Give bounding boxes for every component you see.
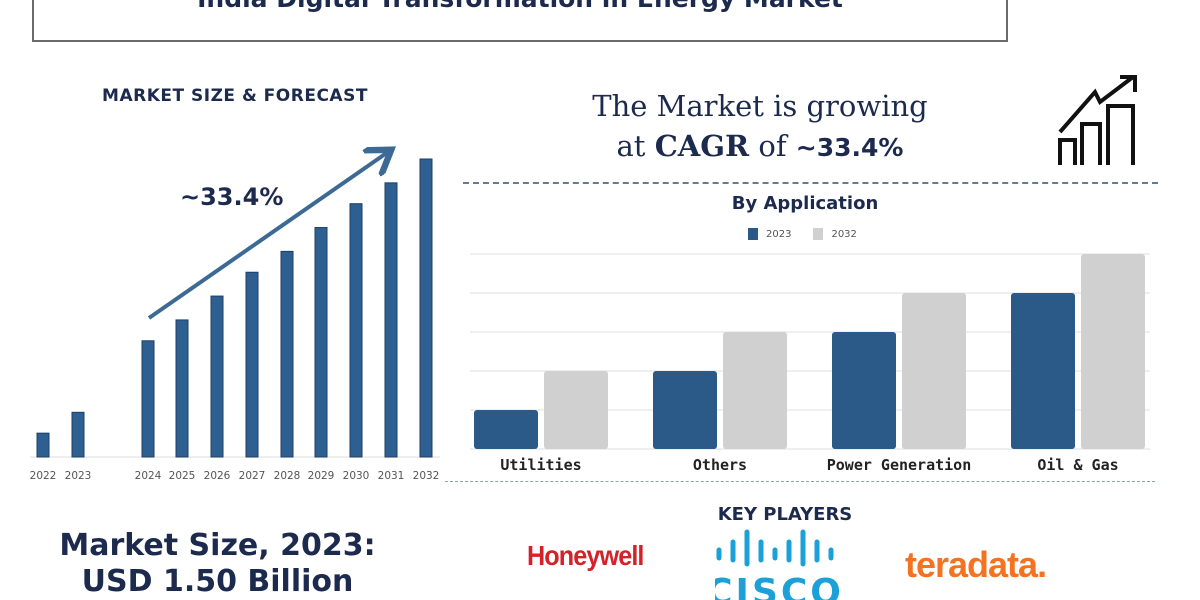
svg-text:CISCO: CISCO xyxy=(715,572,844,600)
category-label: Oil & Gas xyxy=(1037,456,1119,474)
bar-others-2023 xyxy=(653,371,717,449)
page-title: India Digital Transformation in Energy M… xyxy=(34,0,1006,11)
legend-swatch-2032 xyxy=(813,228,824,240)
cisco-logo: CISCO xyxy=(715,529,844,600)
year-label: 2029 xyxy=(307,470,335,482)
cagr-annotation: ~33.4% xyxy=(180,183,284,211)
year-label: 2022 xyxy=(29,470,57,482)
year-label: 2028 xyxy=(273,470,301,482)
teradata-logo: teradata. xyxy=(905,544,1047,585)
honeywell-logo: Honeywell xyxy=(527,540,644,571)
bar-others-2032 xyxy=(723,332,787,449)
forecast-bar-2025 xyxy=(175,319,189,458)
forecast-heading: MARKET SIZE & FORECAST xyxy=(102,86,368,106)
forecast-chart xyxy=(30,140,440,458)
legend: 2023 2032 xyxy=(748,228,857,240)
forecast-bar-2026 xyxy=(210,295,224,458)
year-label: 2024 xyxy=(134,470,162,482)
year-label: 2026 xyxy=(203,470,231,482)
divider-top xyxy=(463,182,1158,184)
forecast-bar-2022 xyxy=(36,432,50,458)
legend-label-2032: 2032 xyxy=(831,228,857,240)
year-label: 2030 xyxy=(342,470,370,482)
year-label: 2023 xyxy=(64,470,92,482)
forecast-bar-2027 xyxy=(245,271,259,458)
year-label: 2031 xyxy=(377,470,405,482)
market-size-line1: Market Size, 2023: xyxy=(59,528,376,563)
forecast-bar-2029 xyxy=(314,227,328,458)
title-box: India Digital Transformation in Energy M… xyxy=(32,0,1008,42)
forecast-bar-2032 xyxy=(419,158,433,458)
divider-bottom xyxy=(445,481,1155,482)
forecast-bar-2023 xyxy=(71,411,85,458)
category-label: Power Generation xyxy=(826,456,972,474)
growth-value: ~33.4% xyxy=(795,133,904,162)
bar-oil-gas-2023 xyxy=(1011,293,1075,449)
growth-arrow xyxy=(147,152,388,320)
bar-utilities-2032 xyxy=(544,371,608,449)
market-size-text: Market Size, 2023: USD 1.50 Billion xyxy=(0,528,435,600)
key-players-heading: KEY PLAYERS xyxy=(717,504,853,525)
bar-utilities-2023 xyxy=(474,410,538,449)
growth-chart-icon xyxy=(1058,75,1137,165)
category-label: Utilities xyxy=(500,456,582,474)
year-label: 2027 xyxy=(238,470,266,482)
forecast-bar-2031 xyxy=(384,182,398,458)
category-label: Others xyxy=(692,456,748,474)
growth-statement: The Market is growing at CAGR of ~33.4% xyxy=(560,86,960,168)
bar-power-generation-2032 xyxy=(902,293,966,449)
growth-at: at xyxy=(616,129,646,163)
application-chart xyxy=(470,253,1150,450)
bar-power-generation-2023 xyxy=(832,332,896,449)
forecast-bar-2030 xyxy=(349,203,363,458)
year-label: 2032 xyxy=(412,470,440,482)
forecast-bar-2024 xyxy=(141,340,155,458)
application-chart-title: By Application xyxy=(731,193,879,214)
year-label: 2025 xyxy=(168,470,196,482)
growth-cagr: CAGR xyxy=(654,129,750,163)
legend-swatch-2023 xyxy=(748,228,758,240)
forecast-bar-2028 xyxy=(280,250,294,458)
market-size-line2: USD 1.50 Billion xyxy=(81,564,354,599)
growth-line1: The Market is growing xyxy=(592,89,928,123)
bar-oil-gas-2032 xyxy=(1081,254,1145,449)
growth-of: of xyxy=(758,129,787,163)
legend-label-2023: 2023 xyxy=(766,228,792,240)
